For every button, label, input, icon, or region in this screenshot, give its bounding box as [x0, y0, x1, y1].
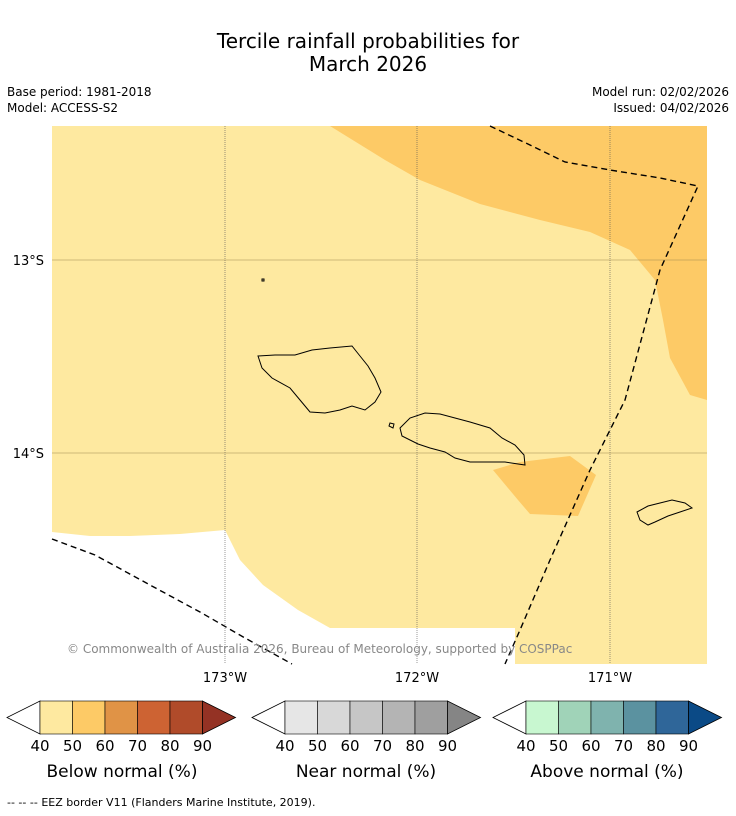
colorbar-tick-label: 40 [30, 737, 49, 755]
colorbar-extend-high [202, 700, 237, 735]
colorbar-tick-label: 90 [438, 737, 457, 755]
base-period: Base period: 1981-2018 [7, 85, 152, 99]
issued-date: Issued: 04/02/2026 [613, 101, 729, 115]
colorbar-swatch [284, 700, 318, 735]
colorbar-tick-label: 40 [516, 737, 535, 755]
map: 13°S 14°S 173°W 172°W 171°W © Commonweal… [13, 125, 707, 686]
model-name: Model: ACCESS-S2 [7, 101, 119, 115]
eez-border-ne [489, 125, 699, 665]
footer-legend: -- -- -- EEZ border V11 (Flanders Marine… [7, 796, 315, 809]
island-small [261, 278, 265, 282]
island-savaii [257, 345, 382, 414]
shade-below-50-60-se [493, 456, 596, 516]
colorbar-swatch [525, 700, 559, 735]
colorbar-extend-low [492, 700, 527, 735]
colorbar-tick-label: 60 [581, 737, 600, 755]
colorbar-swatch [590, 700, 624, 735]
eez-legend-text: EEZ border V11 (Flanders Marine Institut… [41, 796, 316, 809]
colorbar-swatch [414, 700, 448, 735]
colorbar-extend-high [688, 700, 723, 735]
colorbar-tick-label: 80 [646, 737, 665, 755]
colorbar-swatch [72, 700, 106, 735]
islands [257, 278, 694, 526]
meta-right: Model run: 02/02/2026 Issued: 04/02/2026 [592, 84, 729, 116]
lon-tick-173w: 173°W [203, 671, 247, 686]
lon-tick-171w: 171°W [588, 671, 632, 686]
colorbar-tick-label: 70 [128, 737, 147, 755]
colorbar-swatch [382, 700, 416, 735]
below-normal-label: Below normal (%) [46, 762, 198, 782]
colorbar-swatch [39, 700, 73, 735]
colorbar-tick-label: 80 [160, 737, 179, 755]
lon-tick-172w: 172°W [395, 671, 439, 686]
colorbar-tick-label: 70 [373, 737, 392, 755]
above-normal-label: Above normal (%) [530, 762, 684, 782]
colorbar-tick-label: 50 [63, 737, 82, 755]
colorbar-swatch [558, 700, 592, 735]
colorbar-swatch [317, 700, 351, 735]
colorbar-tick-label: 80 [405, 737, 424, 755]
island-manono [388, 422, 395, 429]
eez-legend-symbol: -- -- -- [7, 796, 38, 809]
colorbar-tick-label: 50 [549, 737, 568, 755]
colorbar-swatch [623, 700, 657, 735]
colorbar-swatch [655, 700, 689, 735]
title-line-2: March 2026 [308, 52, 428, 76]
colorbar-tick-label: 70 [614, 737, 633, 755]
colorbars: 40 50 60 70 80 90 40 50 60 70 80 90 40 50 60 70 80 90 [6, 700, 723, 755]
colorbar-extend-low [6, 700, 41, 735]
eez-borders [51, 125, 699, 665]
shade-below-50-60-ne [330, 126, 707, 400]
lat-tick-13s: 13°S [13, 254, 44, 269]
title-line-1: Tercile rainfall probabilities for [216, 29, 520, 53]
island-upolu [399, 412, 526, 466]
colorbar-swatch [137, 700, 171, 735]
colorbar-extend-low [251, 700, 286, 735]
near-normal-label: Near normal (%) [295, 762, 437, 782]
model-run: Model run: 02/02/2026 [591, 85, 729, 99]
colorbar-tick-label: 90 [193, 737, 212, 755]
copyright-text: © Commonwealth of Australia 2026, Bureau… [67, 642, 572, 656]
colorbar-swatch [104, 700, 138, 735]
colorbar-tick-label: 90 [679, 737, 698, 755]
colorbar-swatch [169, 700, 203, 735]
island-tutuila [636, 499, 694, 526]
meta-left: Base period: 1981-2018 Model: ACCESS-S2 [7, 84, 152, 116]
colorbar-extend-high [447, 700, 482, 735]
colorbar-tick-label: 40 [275, 737, 294, 755]
colorbar-swatch [349, 700, 383, 735]
chart-title: Tercile rainfall probabilities for March… [0, 30, 736, 76]
colorbar-tick-label: 60 [95, 737, 114, 755]
colorbar-tick-label: 60 [340, 737, 359, 755]
colorbar-tick-label: 50 [308, 737, 327, 755]
lat-tick-14s: 14°S [13, 447, 44, 462]
